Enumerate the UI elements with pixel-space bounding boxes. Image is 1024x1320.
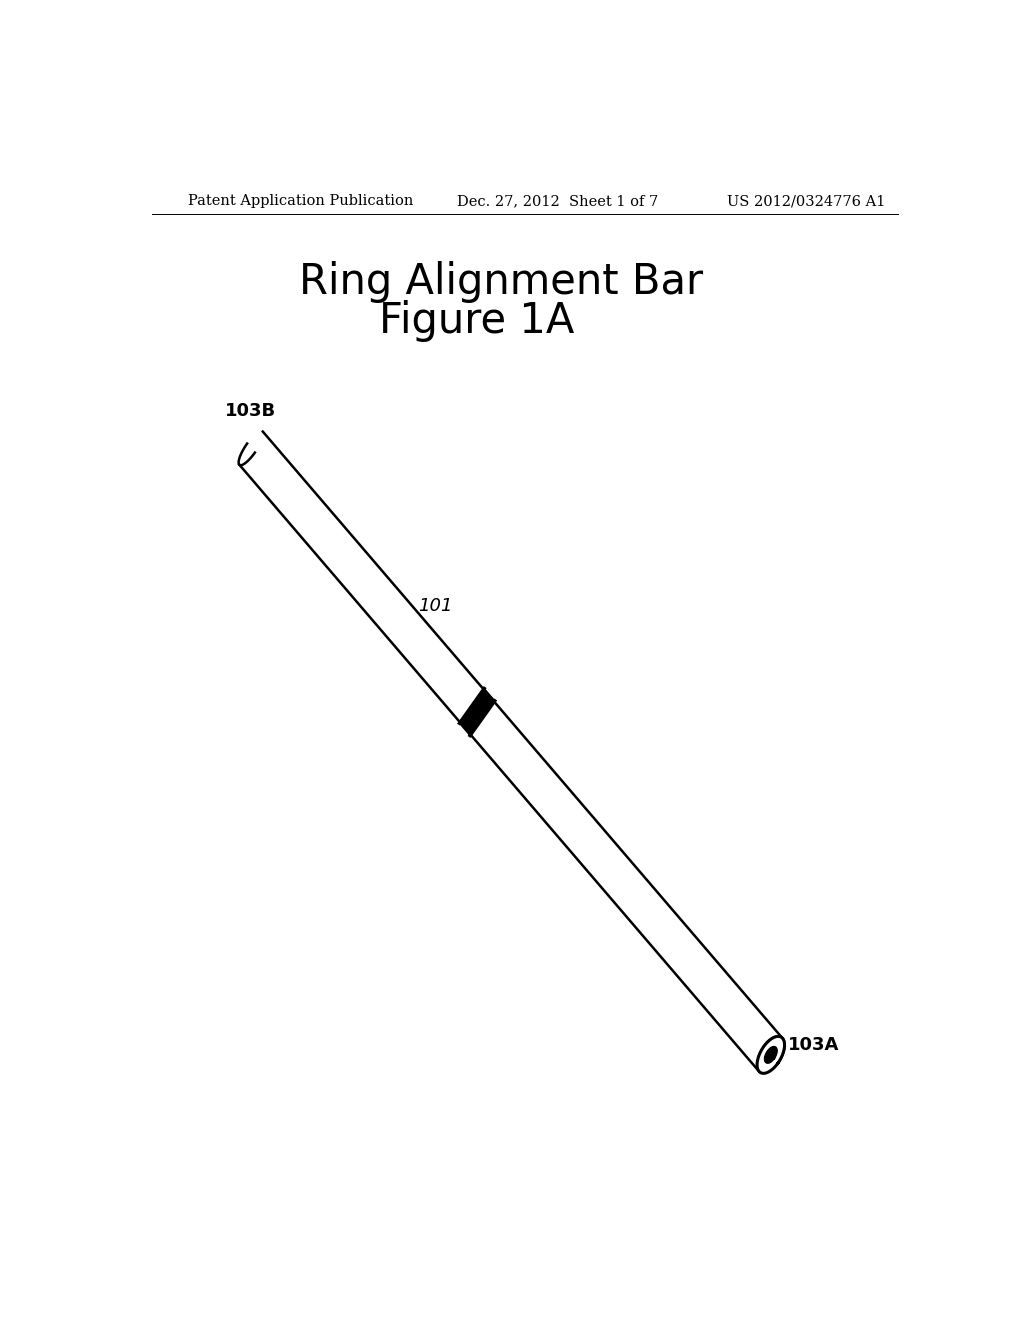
Text: 103A: 103A xyxy=(788,1036,840,1053)
Polygon shape xyxy=(239,432,263,465)
Text: 103B: 103B xyxy=(225,401,275,420)
Text: Dec. 27, 2012  Sheet 1 of 7: Dec. 27, 2012 Sheet 1 of 7 xyxy=(458,194,658,209)
Polygon shape xyxy=(757,1036,784,1073)
Text: Patent Application Publication: Patent Application Publication xyxy=(187,194,413,209)
Polygon shape xyxy=(240,432,782,1072)
Text: US 2012/0324776 A1: US 2012/0324776 A1 xyxy=(727,194,886,209)
Text: Ring Alignment Bar: Ring Alignment Bar xyxy=(299,261,703,304)
Polygon shape xyxy=(765,1047,776,1063)
Text: Figure 1A: Figure 1A xyxy=(380,300,574,342)
Text: 101: 101 xyxy=(418,597,453,615)
Polygon shape xyxy=(759,1036,784,1072)
Polygon shape xyxy=(460,689,495,735)
